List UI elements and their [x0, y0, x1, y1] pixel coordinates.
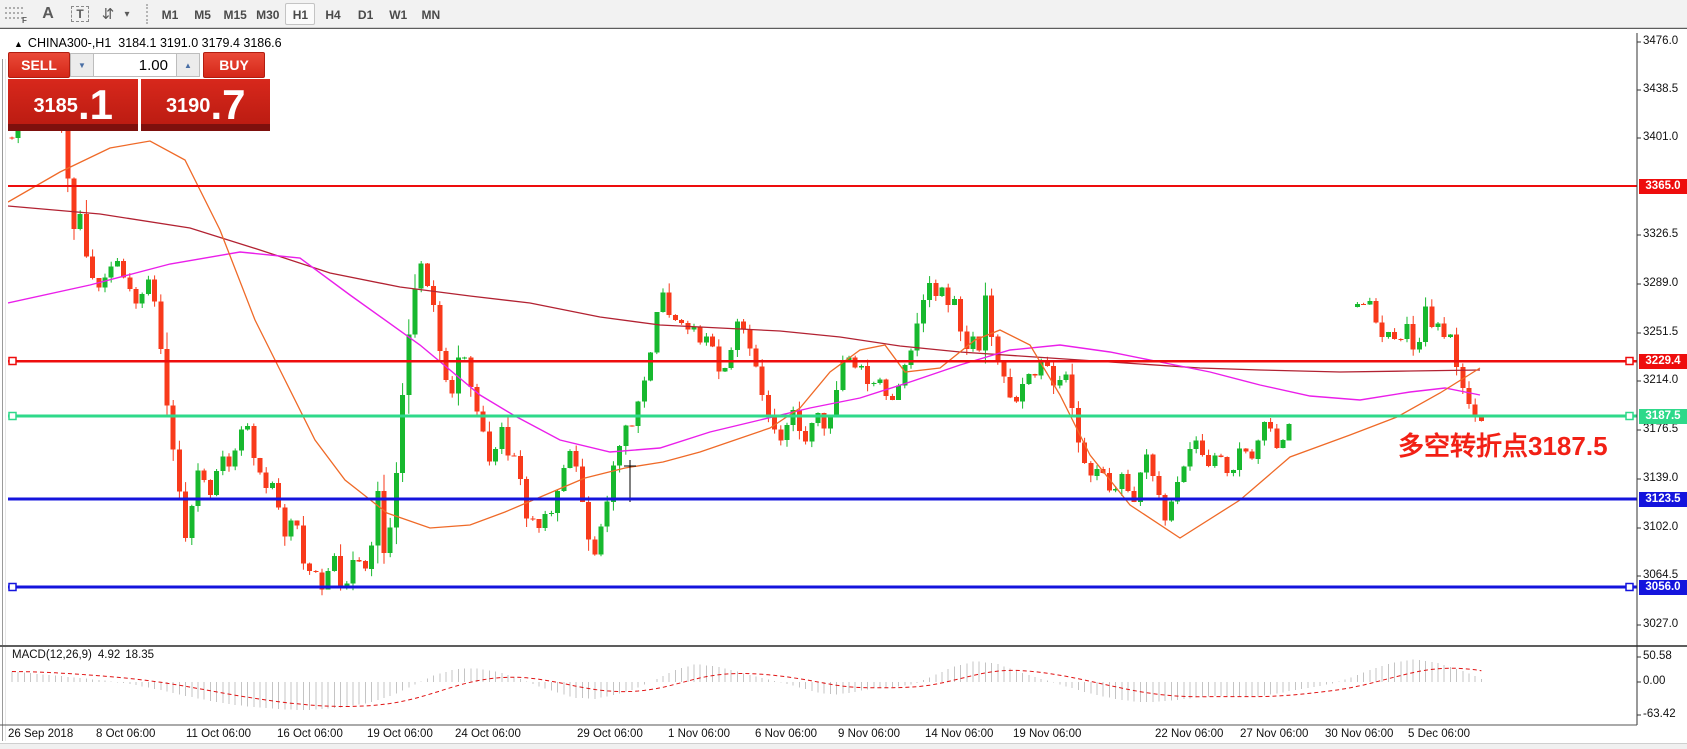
- buy-price-main: 3190: [165, 95, 211, 117]
- buy-price-display[interactable]: 3190.7: [141, 79, 270, 131]
- svg-text:F: F: [22, 16, 27, 23]
- timeframe-W1[interactable]: W1: [389, 8, 408, 22]
- price-tick-label: 3438.5: [1643, 83, 1679, 95]
- price-tick-label: 3139.0: [1643, 472, 1679, 484]
- time-axis-label: 29 Oct 06:00: [577, 728, 643, 740]
- chart-title-bar: ▲ CHINA300-,H1 3184.1 3191.0 3179.4 3186.…: [14, 36, 282, 50]
- candles-layer: [9, 100, 1484, 596]
- price-tick-label: 3064.5: [1643, 569, 1679, 581]
- dropdown-caret-icon[interactable]: ▾: [124, 8, 130, 20]
- macd-signal-value: 18.35: [125, 649, 155, 661]
- timeframe-MN[interactable]: MN: [421, 8, 441, 22]
- arrange-windows-icon[interactable]: ⇵: [101, 6, 115, 23]
- fibonacci-lines-icon[interactable]: F: [3, 3, 29, 25]
- timeframe-M1[interactable]: M1: [161, 8, 179, 22]
- buy-price-fraction: .7: [210, 81, 246, 129]
- ohlc-values: 3184.1 3191.0 3179.4 3186.6: [118, 36, 282, 50]
- price-level-badge: 3365.0: [1639, 178, 1687, 194]
- price-tick-label: 3476.0: [1643, 35, 1679, 47]
- price-level-badge: 3187.5: [1639, 408, 1687, 424]
- price-tick-label: 3027.0: [1643, 618, 1679, 630]
- price-tick-label: 3214.0: [1643, 374, 1679, 386]
- volume-input[interactable]: [94, 53, 176, 77]
- toolbar: F A T ⇵ ▾ M1 M5 M15 M30 H1 H4 D1 W1 MN: [0, 0, 1687, 28]
- volume-decrease-button[interactable]: ▼: [70, 53, 94, 77]
- text-box-icon[interactable]: T: [70, 3, 90, 25]
- volume-increase-button[interactable]: ▲: [176, 53, 200, 77]
- timeframe-H1[interactable]: H1: [285, 3, 316, 25]
- window-frame-line: [2, 59, 3, 741]
- price-tick-label: 3102.0: [1643, 521, 1679, 533]
- line-handle-marker[interactable]: [8, 356, 17, 366]
- timeframe-D1[interactable]: D1: [357, 8, 374, 22]
- price-tick-label: 3251.5: [1643, 326, 1679, 338]
- macd-name: MACD(12,26,9): [12, 649, 92, 661]
- timeframe-M30[interactable]: M30: [256, 8, 280, 22]
- macd-tick-label: -63.42: [1643, 708, 1676, 720]
- time-axis-label: 14 Nov 06:00: [925, 728, 994, 740]
- timeframe-M5[interactable]: M5: [194, 8, 211, 22]
- macd-indicator-label: MACD(12,26,9) 4.92 18.35: [12, 649, 154, 661]
- macd-tick-label: 50.58: [1643, 650, 1672, 662]
- ma-line-medium-ma: [8, 251, 1481, 453]
- price-tick-label: 3326.5: [1643, 228, 1679, 240]
- timeframe-H4[interactable]: H4: [325, 8, 341, 22]
- ma-line-fast-ma: [8, 140, 1481, 539]
- price-level-badge: 3056.0: [1639, 579, 1687, 595]
- ma-line-slow-ma: [8, 205, 1481, 373]
- price-level-badge: 3229.4: [1639, 353, 1687, 369]
- sell-price-main: 3185: [33, 95, 78, 117]
- price-tick-label: 3176.5: [1643, 423, 1679, 435]
- time-axis-label: 30 Nov 06:00: [1325, 728, 1394, 740]
- line-handle-marker[interactable]: [1625, 582, 1634, 592]
- one-click-trading-panel: SELL ▼ ▲ BUY 3185.1 3190.7: [8, 52, 270, 132]
- line-handle-marker[interactable]: [1625, 356, 1634, 366]
- macd-value: 4.92: [97, 649, 121, 661]
- time-axis-label: 27 Nov 06:00: [1240, 728, 1309, 740]
- collapse-panel-icon[interactable]: ▲: [14, 39, 23, 49]
- time-axis-label: 1 Nov 06:00: [668, 728, 731, 740]
- price-tick-label: 3289.0: [1643, 277, 1679, 289]
- window-bottom-edge: [0, 743, 1687, 749]
- macd-signal-line: [11, 667, 1482, 707]
- sell-button[interactable]: SELL: [8, 52, 70, 78]
- macd-tick-label: 0.00: [1643, 675, 1666, 687]
- symbol-period-label: CHINA300-,H1: [27, 36, 112, 50]
- sell-price-fraction: .1: [77, 81, 113, 129]
- toolbar-separator: [146, 4, 149, 24]
- line-handle-marker[interactable]: [8, 582, 17, 592]
- line-handle-marker[interactable]: [8, 411, 17, 421]
- price-level-badge: 3123.5: [1639, 491, 1687, 507]
- time-axis-label: 6 Nov 06:00: [755, 728, 818, 740]
- time-axis-label: 19 Oct 06:00: [367, 728, 433, 740]
- pivot-point-annotation: 多空转折点3187.5: [1398, 431, 1608, 461]
- line-handle-marker[interactable]: [1625, 411, 1634, 421]
- time-axis-label: 26 Sep 2018: [8, 728, 74, 740]
- sell-price-display[interactable]: 3185.1: [8, 79, 139, 131]
- time-axis-label: 22 Nov 06:00: [1155, 728, 1224, 740]
- text-label-icon[interactable]: A: [42, 5, 54, 22]
- time-axis-label: 11 Oct 06:00: [186, 728, 251, 740]
- macd-pane: [11, 659, 1482, 711]
- main-pane: [8, 100, 1484, 596]
- pane-divider[interactable]: [0, 645, 1687, 647]
- buy-button[interactable]: BUY: [203, 52, 265, 78]
- time-axis-label: 5 Dec 06:00: [1408, 728, 1471, 740]
- time-axis-label: 9 Nov 06:00: [838, 728, 901, 740]
- price-tick-label: 3401.0: [1643, 131, 1679, 143]
- window-frame-line: [5, 59, 6, 741]
- time-axis-label: 16 Oct 06:00: [277, 728, 343, 740]
- time-axis-label: 24 Oct 06:00: [455, 728, 521, 740]
- time-axis-label: 19 Nov 06:00: [1013, 728, 1082, 740]
- timeframe-M15[interactable]: M15: [223, 8, 247, 22]
- time-axis-label: 8 Oct 06:00: [96, 728, 156, 740]
